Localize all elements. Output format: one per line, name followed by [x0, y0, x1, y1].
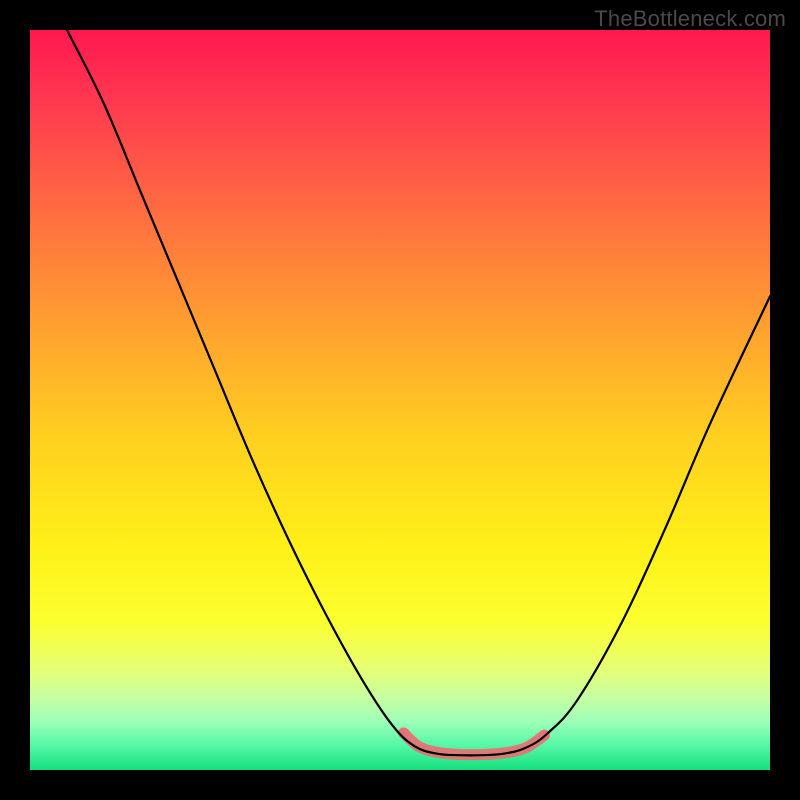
chart-frame: TheBottleneck.com	[0, 0, 800, 800]
chart-svg	[30, 30, 770, 770]
watermark-text: TheBottleneck.com	[594, 6, 786, 32]
gradient-background	[30, 30, 770, 770]
plot-area	[30, 30, 770, 770]
